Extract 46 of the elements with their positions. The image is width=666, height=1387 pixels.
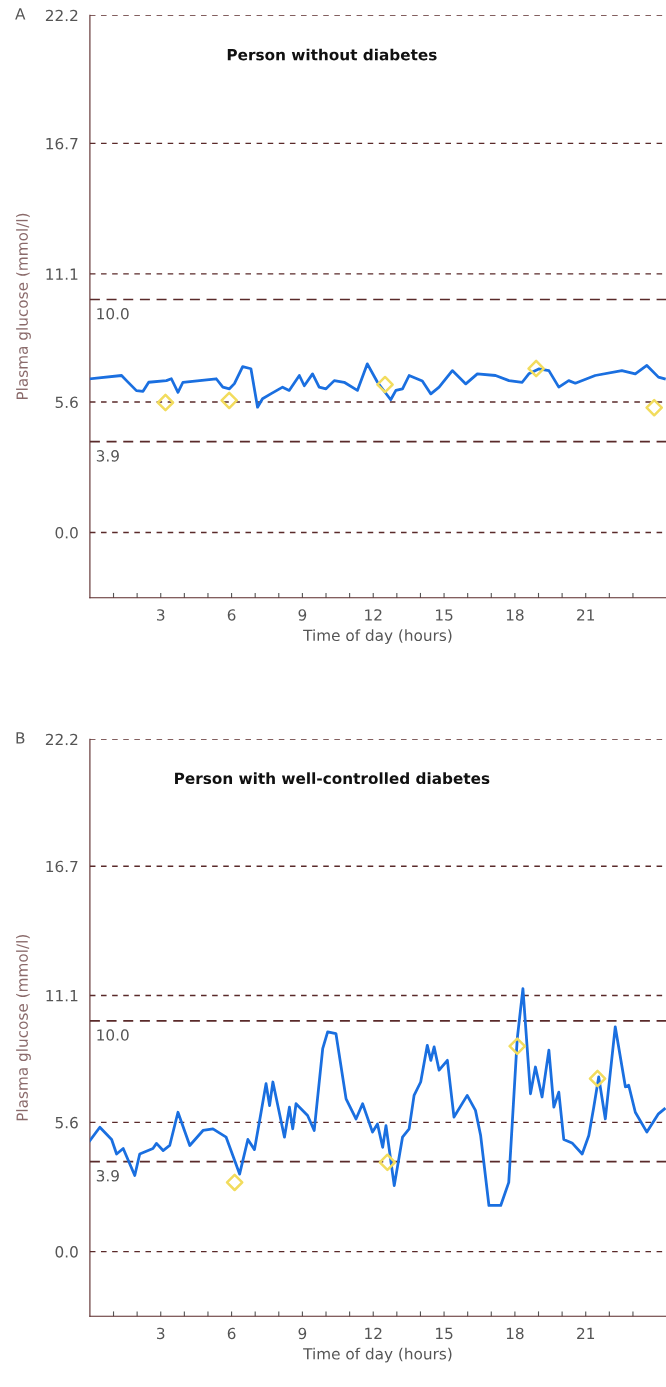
y-axis-title: Plasma glucose (mmol/l): [16, 213, 31, 400]
y-tick-label: 11.1: [46, 990, 78, 1002]
point: [220, 391, 239, 410]
y-tick-label: 16.7: [46, 860, 78, 873]
x-tick-label: 3: [157, 609, 165, 621]
x-tick-label: 9: [298, 1327, 307, 1340]
y-tick-label: 11.1: [46, 268, 78, 280]
x-axis-title: Time of day (hours): [303, 629, 452, 645]
point: [508, 1037, 527, 1056]
x-tick-label: 21: [577, 1327, 595, 1339]
text: B: [16, 732, 25, 744]
text: Person with well-controlled diabetes: [175, 772, 490, 785]
y-tick-label: 22.2: [45, 733, 78, 746]
ref-line-label: 10.0: [97, 1029, 129, 1041]
point: [378, 1153, 397, 1172]
ref-line-label: 10.0: [97, 307, 129, 320]
x-axis-title: Time of day (hours): [303, 1347, 452, 1363]
x-tick-label: 18: [506, 1327, 524, 1340]
line-series: [89, 987, 666, 1207]
x-tick-label: 15: [436, 609, 453, 621]
y-tick-label: 5.6: [55, 1116, 78, 1129]
y-tick-label: 5.6: [55, 396, 78, 409]
x-tick-label: 21: [577, 609, 595, 621]
point: [588, 1069, 607, 1088]
point: [527, 359, 545, 378]
text: Person without diabetes: [227, 48, 437, 61]
y-tick-label: 0.0: [55, 1246, 78, 1258]
y-tick-label: 22.2: [45, 9, 78, 22]
point: [156, 393, 175, 412]
ref-line-label: 3.9: [96, 1169, 119, 1182]
point: [376, 375, 394, 394]
y-tick-label: 0.0: [55, 527, 78, 539]
point: [225, 1173, 244, 1192]
x-tick-label: 12: [365, 1327, 382, 1339]
x-tick-label: 9: [298, 609, 307, 621]
x-tick-label: 15: [436, 1327, 453, 1340]
point: [645, 398, 664, 417]
x-tick-label: 3: [157, 1327, 165, 1340]
x-tick-label: 12: [365, 609, 382, 621]
x-tick-label: 18: [506, 609, 524, 621]
y-axis-title: Plasma glucose (mmol/l): [16, 935, 31, 1121]
text: A: [15, 8, 26, 20]
x-tick-label: 6: [227, 609, 236, 621]
ref-line-label: 3.9: [96, 450, 119, 462]
x-tick-label: 6: [227, 1327, 236, 1340]
y-tick-label: 16.7: [46, 137, 78, 150]
